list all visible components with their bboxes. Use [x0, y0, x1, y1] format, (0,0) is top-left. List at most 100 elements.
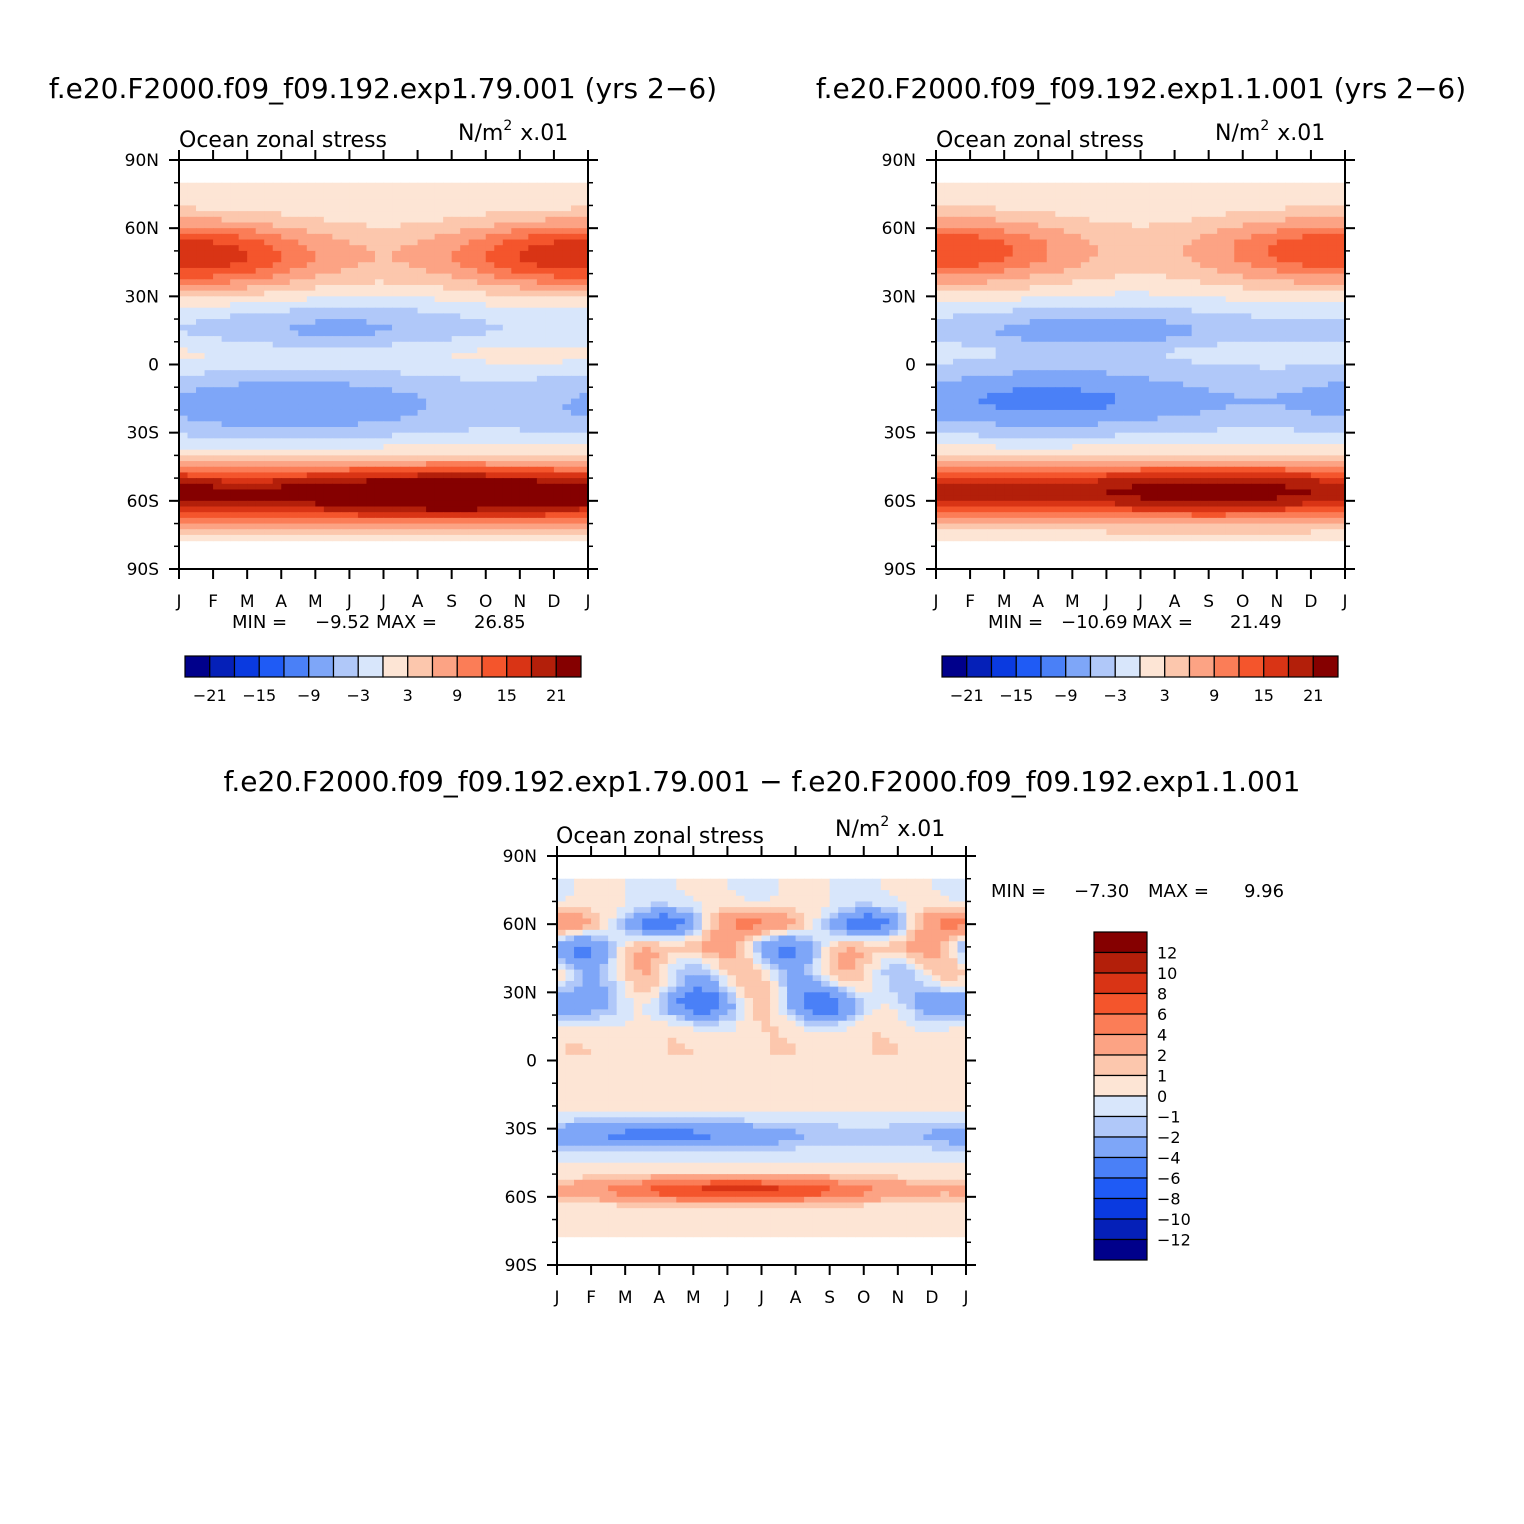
- panel-a-cell: [332, 228, 342, 235]
- panel-a-cell: [196, 182, 206, 189]
- panel-a-cell: [528, 199, 538, 207]
- panel-a-cell: [434, 262, 444, 269]
- panel-a-cell: [230, 262, 240, 269]
- panel-b-cell: [1336, 370, 1346, 377]
- panel-b-cell: [978, 358, 988, 366]
- panel-a-cell: [562, 517, 572, 525]
- panel-a-cell: [306, 313, 316, 320]
- panel-a-cell: [230, 506, 240, 513]
- panel-a-cell: [536, 529, 546, 536]
- panel-a-cell: [553, 290, 564, 297]
- panel-b-cell: [1166, 233, 1176, 241]
- panel-a-xtick-label: J: [584, 592, 590, 612]
- panel-a-cell: [298, 398, 308, 405]
- panel-a-cell: [451, 194, 461, 201]
- panel-a-cell: [400, 307, 410, 314]
- panel-a-cell: [494, 222, 504, 229]
- panel-a-cell: [502, 211, 512, 218]
- panel-b-cell: [978, 216, 988, 224]
- panel-a-cell: [323, 489, 333, 496]
- panel-a-cell: [570, 284, 581, 292]
- panel-a-cell: [383, 188, 393, 195]
- panel-a-cell: [366, 506, 376, 513]
- panel-b-cell: [1123, 205, 1133, 212]
- panel-b-cell: [987, 387, 997, 394]
- panel-a-cell: [323, 444, 333, 451]
- panel-a-cell: [468, 307, 478, 314]
- panel-b-cell: [1293, 239, 1303, 246]
- panel-b-cell: [1234, 313, 1244, 320]
- panel-b-cell: [1097, 233, 1108, 241]
- panel-b-cell: [1072, 222, 1082, 229]
- panel-b-cell: [1004, 222, 1014, 229]
- panel-a-colorbar-label: −21: [193, 686, 227, 705]
- panel-a-cell: [366, 472, 376, 479]
- panel-a-cell: [502, 239, 512, 246]
- panel-a-cell: [349, 216, 359, 224]
- panel-b-cell: [1123, 324, 1133, 332]
- panel-a-cell: [289, 188, 299, 195]
- panel-b-cell: [1131, 364, 1142, 371]
- panel-a-cell: [238, 182, 248, 189]
- panel-a-cell: [553, 364, 564, 371]
- panel-a-cell: [553, 188, 564, 195]
- panel-a-cell: [196, 370, 206, 377]
- panel-b-cell: [1055, 319, 1065, 326]
- panel-a-cell: [579, 472, 589, 479]
- panel-a-cell: [213, 438, 223, 445]
- panel-b-cell: [1327, 233, 1338, 241]
- panel-b-cell: [1166, 313, 1176, 320]
- panel-a-cell: [460, 449, 470, 456]
- panel-a-cell: [511, 302, 521, 309]
- panel-a-cell: [281, 370, 291, 377]
- panel-a-cell: [306, 302, 316, 309]
- panel-b-cell: [1293, 222, 1303, 229]
- panel-a-cell: [494, 432, 504, 439]
- panel-a-cell: [340, 421, 351, 428]
- panel-b-cell: [1123, 375, 1133, 383]
- panel-a-cell: [460, 500, 470, 508]
- panel-b-cell: [1183, 216, 1193, 224]
- panel-a-cell: [315, 432, 325, 439]
- panel-a-cell: [340, 489, 351, 496]
- panel-b-cell: [1046, 194, 1056, 201]
- panel-a-cell: [553, 319, 564, 326]
- panel-b-cell: [1183, 245, 1193, 252]
- panel-a-cell: [511, 245, 521, 252]
- panel-a-cell: [264, 302, 274, 309]
- panel-b-cell: [1191, 302, 1201, 309]
- panel-b-cell: [1063, 358, 1073, 366]
- panel-b-cell: [1080, 284, 1090, 292]
- panel-b-cell: [1208, 199, 1218, 207]
- panel-b-cell: [1183, 273, 1193, 280]
- panel-a-cell: [477, 307, 487, 314]
- panel-b-cell: [1012, 239, 1022, 246]
- panel-a-cell: [536, 466, 546, 474]
- panel-a-cell: [392, 336, 402, 343]
- panel-a-cell: [179, 466, 189, 474]
- panel-b-cell: [1021, 256, 1031, 263]
- panel-a-cell: [519, 409, 529, 417]
- panel-a-cell: [349, 387, 359, 394]
- panel-b-cell: [1157, 307, 1167, 314]
- panel-a-cell: [247, 279, 257, 286]
- panel-a-cell: [502, 313, 512, 320]
- panel-a-cell: [264, 205, 274, 212]
- panel-a-cell: [213, 296, 223, 303]
- panel-a-cell: [332, 347, 342, 354]
- panel-b-cell: [1123, 233, 1133, 241]
- panel-a-cell: [357, 381, 368, 388]
- panel-a-cell: [255, 324, 265, 332]
- panel-b-cell: [1268, 256, 1278, 263]
- panel-b-cell: [1149, 313, 1159, 320]
- panel-a-cell: [502, 267, 512, 275]
- panel-a-cell: [485, 341, 495, 349]
- panel-a-cell: [579, 302, 589, 309]
- panel-a-cell: [562, 466, 572, 474]
- panel-a-cell: [443, 302, 453, 309]
- panel-a-cell: [562, 205, 572, 212]
- panel-b-cell: [1089, 279, 1099, 286]
- panel-a-cell: [460, 432, 470, 439]
- panel-a-cell: [451, 222, 461, 229]
